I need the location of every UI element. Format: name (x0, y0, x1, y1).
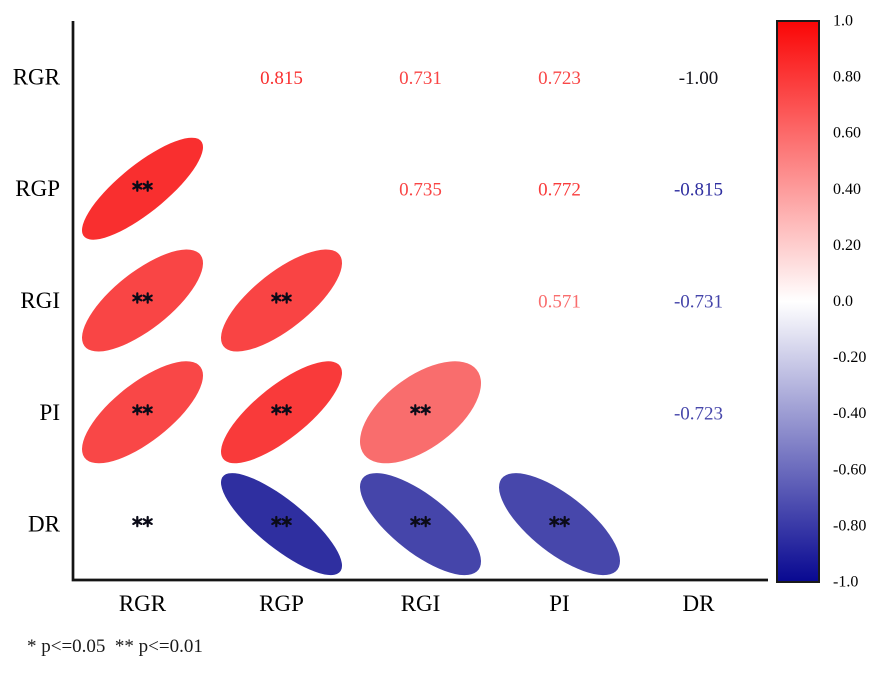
svg-text:-0.815: -0.815 (674, 180, 723, 201)
svg-text:RGP: RGP (15, 176, 60, 201)
svg-text:0.60: 0.60 (833, 125, 861, 142)
svg-text:RGI: RGI (20, 288, 60, 313)
svg-text:-0.60: -0.60 (833, 461, 866, 478)
svg-text:0.571: 0.571 (538, 292, 581, 313)
svg-text:0.815: 0.815 (260, 68, 303, 89)
svg-text:-0.40: -0.40 (833, 405, 866, 422)
svg-text:RGR: RGR (13, 64, 61, 89)
svg-text:1.0: 1.0 (833, 13, 853, 30)
svg-text:PI: PI (549, 591, 569, 616)
svg-text:RGP: RGP (259, 591, 304, 616)
svg-text:RGI: RGI (401, 591, 441, 616)
svg-text:0.723: 0.723 (538, 68, 581, 89)
svg-text:-0.731: -0.731 (674, 292, 723, 313)
svg-text:DR: DR (28, 512, 61, 537)
svg-text:-0.723: -0.723 (674, 403, 723, 424)
svg-text:0.20: 0.20 (833, 237, 861, 254)
svg-text:-0.80: -0.80 (833, 517, 866, 534)
svg-text:RGR: RGR (119, 591, 167, 616)
svg-text:DR: DR (683, 591, 716, 616)
svg-text:0.772: 0.772 (538, 180, 581, 201)
svg-text:* p<=0.05 ** p<=0.01: * p<=0.05 ** p<=0.01 (27, 636, 203, 657)
svg-text:-1.0: -1.0 (833, 574, 858, 591)
svg-text:0.80: 0.80 (833, 69, 861, 86)
svg-text:0.731: 0.731 (399, 68, 442, 89)
svg-text:0.0: 0.0 (833, 293, 853, 310)
svg-text:0.40: 0.40 (833, 181, 861, 198)
svg-text:PI: PI (40, 400, 60, 425)
svg-text:0.735: 0.735 (399, 180, 442, 201)
svg-text:-0.20: -0.20 (833, 349, 866, 366)
svg-text:-1.00: -1.00 (679, 68, 719, 89)
